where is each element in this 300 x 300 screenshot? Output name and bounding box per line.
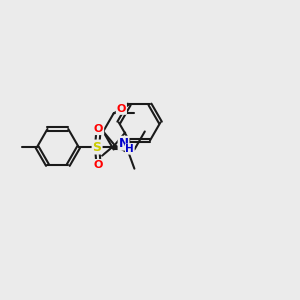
Text: S: S <box>93 140 102 154</box>
Text: O: O <box>94 124 103 134</box>
Text: N: N <box>118 137 128 150</box>
Text: O: O <box>94 160 103 170</box>
Text: H: H <box>125 144 134 154</box>
Text: O: O <box>117 104 126 114</box>
